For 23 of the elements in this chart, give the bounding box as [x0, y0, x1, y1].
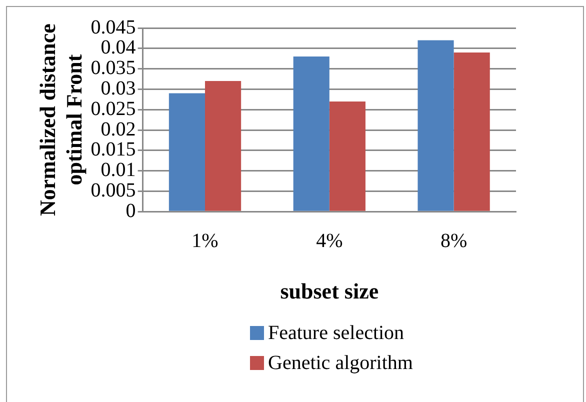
x-tick-label: 1% — [192, 230, 218, 252]
legend-label: Genetic algorithm — [268, 351, 413, 376]
legend-label: Feature selection — [268, 321, 404, 346]
y-tick-label: 0.035 — [90, 57, 136, 80]
x-tick-label: 4% — [316, 230, 343, 252]
bar — [418, 40, 454, 211]
y-tick-label: 0.005 — [90, 179, 136, 202]
y-tick-label: 0.01 — [100, 159, 136, 182]
y-tick-label: 0.015 — [90, 138, 136, 161]
x-tick-label: 8% — [440, 230, 468, 252]
y-tick-label: 0.045 — [90, 16, 136, 38]
y-tick-label: 0.02 — [100, 118, 136, 140]
bar — [329, 101, 366, 211]
bar — [293, 56, 330, 211]
y-tick-label: 0.025 — [90, 98, 136, 120]
x-axis-title: subset size — [280, 278, 379, 304]
y-tick-label: 0.03 — [100, 77, 136, 100]
y-axis-title: Normalized distance optimal Front — [34, 23, 86, 216]
bar — [454, 52, 490, 211]
y-tick-label: 0 — [126, 200, 136, 222]
bar — [205, 81, 242, 211]
y-tick-label: 0.04 — [100, 36, 136, 59]
bar — [168, 93, 205, 211]
